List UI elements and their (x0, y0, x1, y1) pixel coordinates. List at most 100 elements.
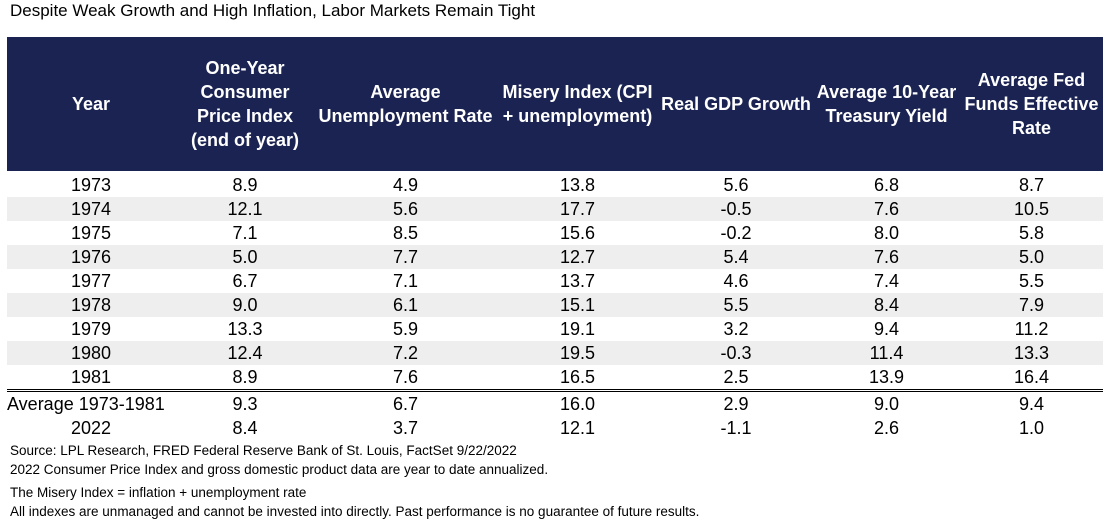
summary-row: 2022 8.4 3.7 12.1 -1.1 2.6 1.0 (7, 416, 1103, 440)
cpi-cell: 8.9 (232, 175, 258, 195)
header-unemployment: Average Unemployment Rate (315, 37, 496, 171)
header-real-gdp: Real GDP Growth (659, 37, 813, 171)
year-cell: 1977 (70, 271, 112, 291)
real-gdp-cell: -0.2 (720, 223, 752, 243)
real-gdp-cell: -0.5 (659, 197, 813, 221)
treasury-yield-cell: 8.4 (813, 293, 960, 317)
header-fed-funds: Average Fed Funds Effective Rate (960, 37, 1103, 171)
table-row: 1976 5.0 7.7 12.7 5.4 7.6 5.0 (7, 245, 1103, 269)
year-cell: 1979 (70, 319, 112, 339)
unemployment-cell: 3.7 (392, 418, 419, 438)
year-cell: 1973 (70, 175, 112, 195)
misery-definition-note: The Misery Index = inflation + unemploym… (10, 485, 307, 500)
annualized-note: 2022 Consumer Price Index and gross dome… (10, 462, 549, 477)
table-row: 1975 7.1 8.5 15.6 -0.2 8.0 5.8 (7, 221, 1103, 245)
treasury-yield-cell: 2.6 (873, 418, 900, 438)
disclaimer-note: All indexes are unmanaged and cannot be … (10, 504, 700, 519)
year-cell: 2022 (70, 418, 112, 438)
cpi-cell: 13.3 (227, 319, 263, 339)
table-row: 1981 8.9 7.6 16.5 2.5 13.9 16.4 (7, 365, 1103, 391)
year-cell: 1980 (7, 341, 175, 365)
real-gdp-cell: 3.2 (723, 319, 749, 339)
chart-title: Despite Weak Growth and High Inflation, … (10, 1, 536, 20)
data-table: Year One-Year Consumer Price Index (end … (7, 37, 1103, 440)
fed-funds-cell: 10.5 (960, 197, 1103, 221)
fed-funds-cell: 13.3 (960, 341, 1103, 365)
unemployment-cell: 7.7 (315, 245, 496, 269)
misery-index-cell: 12.7 (496, 245, 659, 269)
source-note: Source: LPL Research, FRED Federal Reser… (10, 443, 517, 458)
year-cell: 1975 (70, 223, 112, 243)
table-row: 1973 8.9 4.9 13.8 5.6 6.8 8.7 (7, 171, 1103, 197)
cpi-cell: 5.0 (175, 245, 315, 269)
unemployment-cell: 5.9 (392, 319, 419, 339)
header-misery-index: Misery Index (CPI + unemployment) (496, 37, 659, 171)
real-gdp-cell: -1.1 (720, 418, 752, 438)
table-body: 1973 8.9 4.9 13.8 5.6 6.8 8.7 1974 12.1 5.6 17.7 -0… (7, 171, 1103, 440)
misery-index-cell: 15.6 (559, 223, 596, 243)
header-treasury-yield: Average 10-Year Treasury Yield (813, 37, 960, 171)
year-cell: 1974 (7, 197, 175, 221)
unemployment-cell: 4.9 (392, 175, 419, 195)
unemployment-cell: 8.5 (392, 223, 419, 243)
fed-funds-cell: 5.5 (1018, 271, 1045, 291)
table-row: 1979 13.3 5.9 19.1 3.2 9.4 11.2 (7, 317, 1103, 341)
fed-funds-cell: 1.0 (1018, 418, 1045, 438)
unemployment-cell: 7.6 (392, 367, 419, 387)
misery-index-cell: 19.1 (559, 319, 596, 339)
unemployment-cell: 5.6 (315, 197, 496, 221)
treasury-yield-cell: 7.6 (813, 197, 960, 221)
year-cell: 1978 (7, 293, 175, 317)
table-row: 1977 6.7 7.1 13.7 4.6 7.4 5.5 (7, 269, 1103, 293)
misery-index-cell: 17.7 (496, 197, 659, 221)
cpi-cell: 8.9 (232, 367, 258, 387)
treasury-yield-cell: 7.6 (813, 245, 960, 269)
treasury-yield-cell: 9.0 (813, 389, 960, 416)
misery-index-cell: 15.1 (496, 293, 659, 317)
misery-index-cell: 13.8 (559, 175, 596, 195)
real-gdp-cell: 5.4 (659, 245, 813, 269)
cpi-cell: 12.4 (175, 341, 315, 365)
header-cpi: One-Year Consumer Price Index (end of ye… (175, 37, 315, 171)
misery-index-cell: 16.5 (559, 367, 596, 387)
treasury-yield-cell: 9.4 (873, 319, 900, 339)
cpi-cell: 12.1 (175, 197, 315, 221)
misery-index-cell: 19.5 (496, 341, 659, 365)
cpi-cell: 9.3 (175, 389, 315, 416)
unemployment-cell: 7.2 (315, 341, 496, 365)
table-row: 1974 12.1 5.6 17.7 -0.5 7.6 10.5 (7, 197, 1103, 221)
misery-index-cell: 12.1 (559, 418, 596, 438)
cpi-cell: 9.0 (175, 293, 315, 317)
treasury-yield-cell: 11.4 (813, 341, 960, 365)
treasury-yield-cell: 6.8 (873, 175, 900, 195)
cpi-cell: 7.1 (232, 223, 258, 243)
year-cell: 1976 (7, 245, 175, 269)
cpi-cell: 6.7 (232, 271, 258, 291)
treasury-yield-cell: 13.9 (868, 367, 905, 387)
treasury-yield-cell: 8.0 (873, 223, 900, 243)
fed-funds-cell: 5.8 (1018, 223, 1045, 243)
real-gdp-cell: -0.3 (659, 341, 813, 365)
misery-index-cell: 13.7 (559, 271, 596, 291)
year-cell: 1981 (70, 367, 112, 387)
real-gdp-cell: 4.6 (723, 271, 749, 291)
footnotes: Source: LPL Research, FRED Federal Reser… (10, 441, 699, 521)
year-cell: Average 1973-1981 (7, 389, 175, 416)
unemployment-cell: 6.7 (315, 389, 496, 416)
fed-funds-cell: 11.2 (1014, 319, 1049, 339)
treasury-yield-cell: 7.4 (873, 271, 900, 291)
fed-funds-cell: 5.0 (960, 245, 1103, 269)
fed-funds-cell: 16.4 (1013, 367, 1050, 387)
header-year: Year (7, 37, 175, 171)
fed-funds-cell: 9.4 (960, 389, 1103, 416)
cpi-cell: 8.4 (232, 418, 258, 438)
misery-index-cell: 16.0 (496, 389, 659, 416)
unemployment-cell: 6.1 (315, 293, 496, 317)
real-gdp-cell: 5.5 (659, 293, 813, 317)
real-gdp-cell: 5.6 (723, 175, 749, 195)
fed-funds-cell: 7.9 (960, 293, 1103, 317)
summary-row: Average 1973-1981 9.3 6.7 16.0 2.9 9.0 9.4 (7, 389, 1103, 416)
unemployment-cell: 7.1 (392, 271, 419, 291)
real-gdp-cell: 2.9 (659, 389, 813, 416)
real-gdp-cell: 2.5 (723, 367, 749, 387)
